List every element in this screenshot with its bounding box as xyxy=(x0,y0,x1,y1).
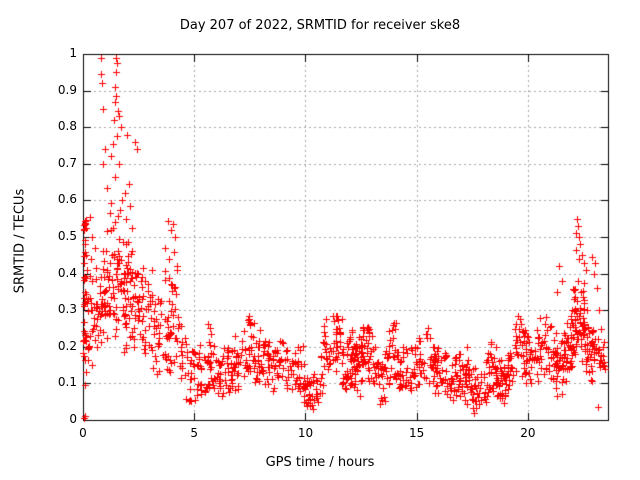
scatter-plot-canvas xyxy=(0,0,640,480)
gnuplot-scatter-chart: Day 207 of 2022, SRMTID for receiver ske… xyxy=(0,0,640,480)
